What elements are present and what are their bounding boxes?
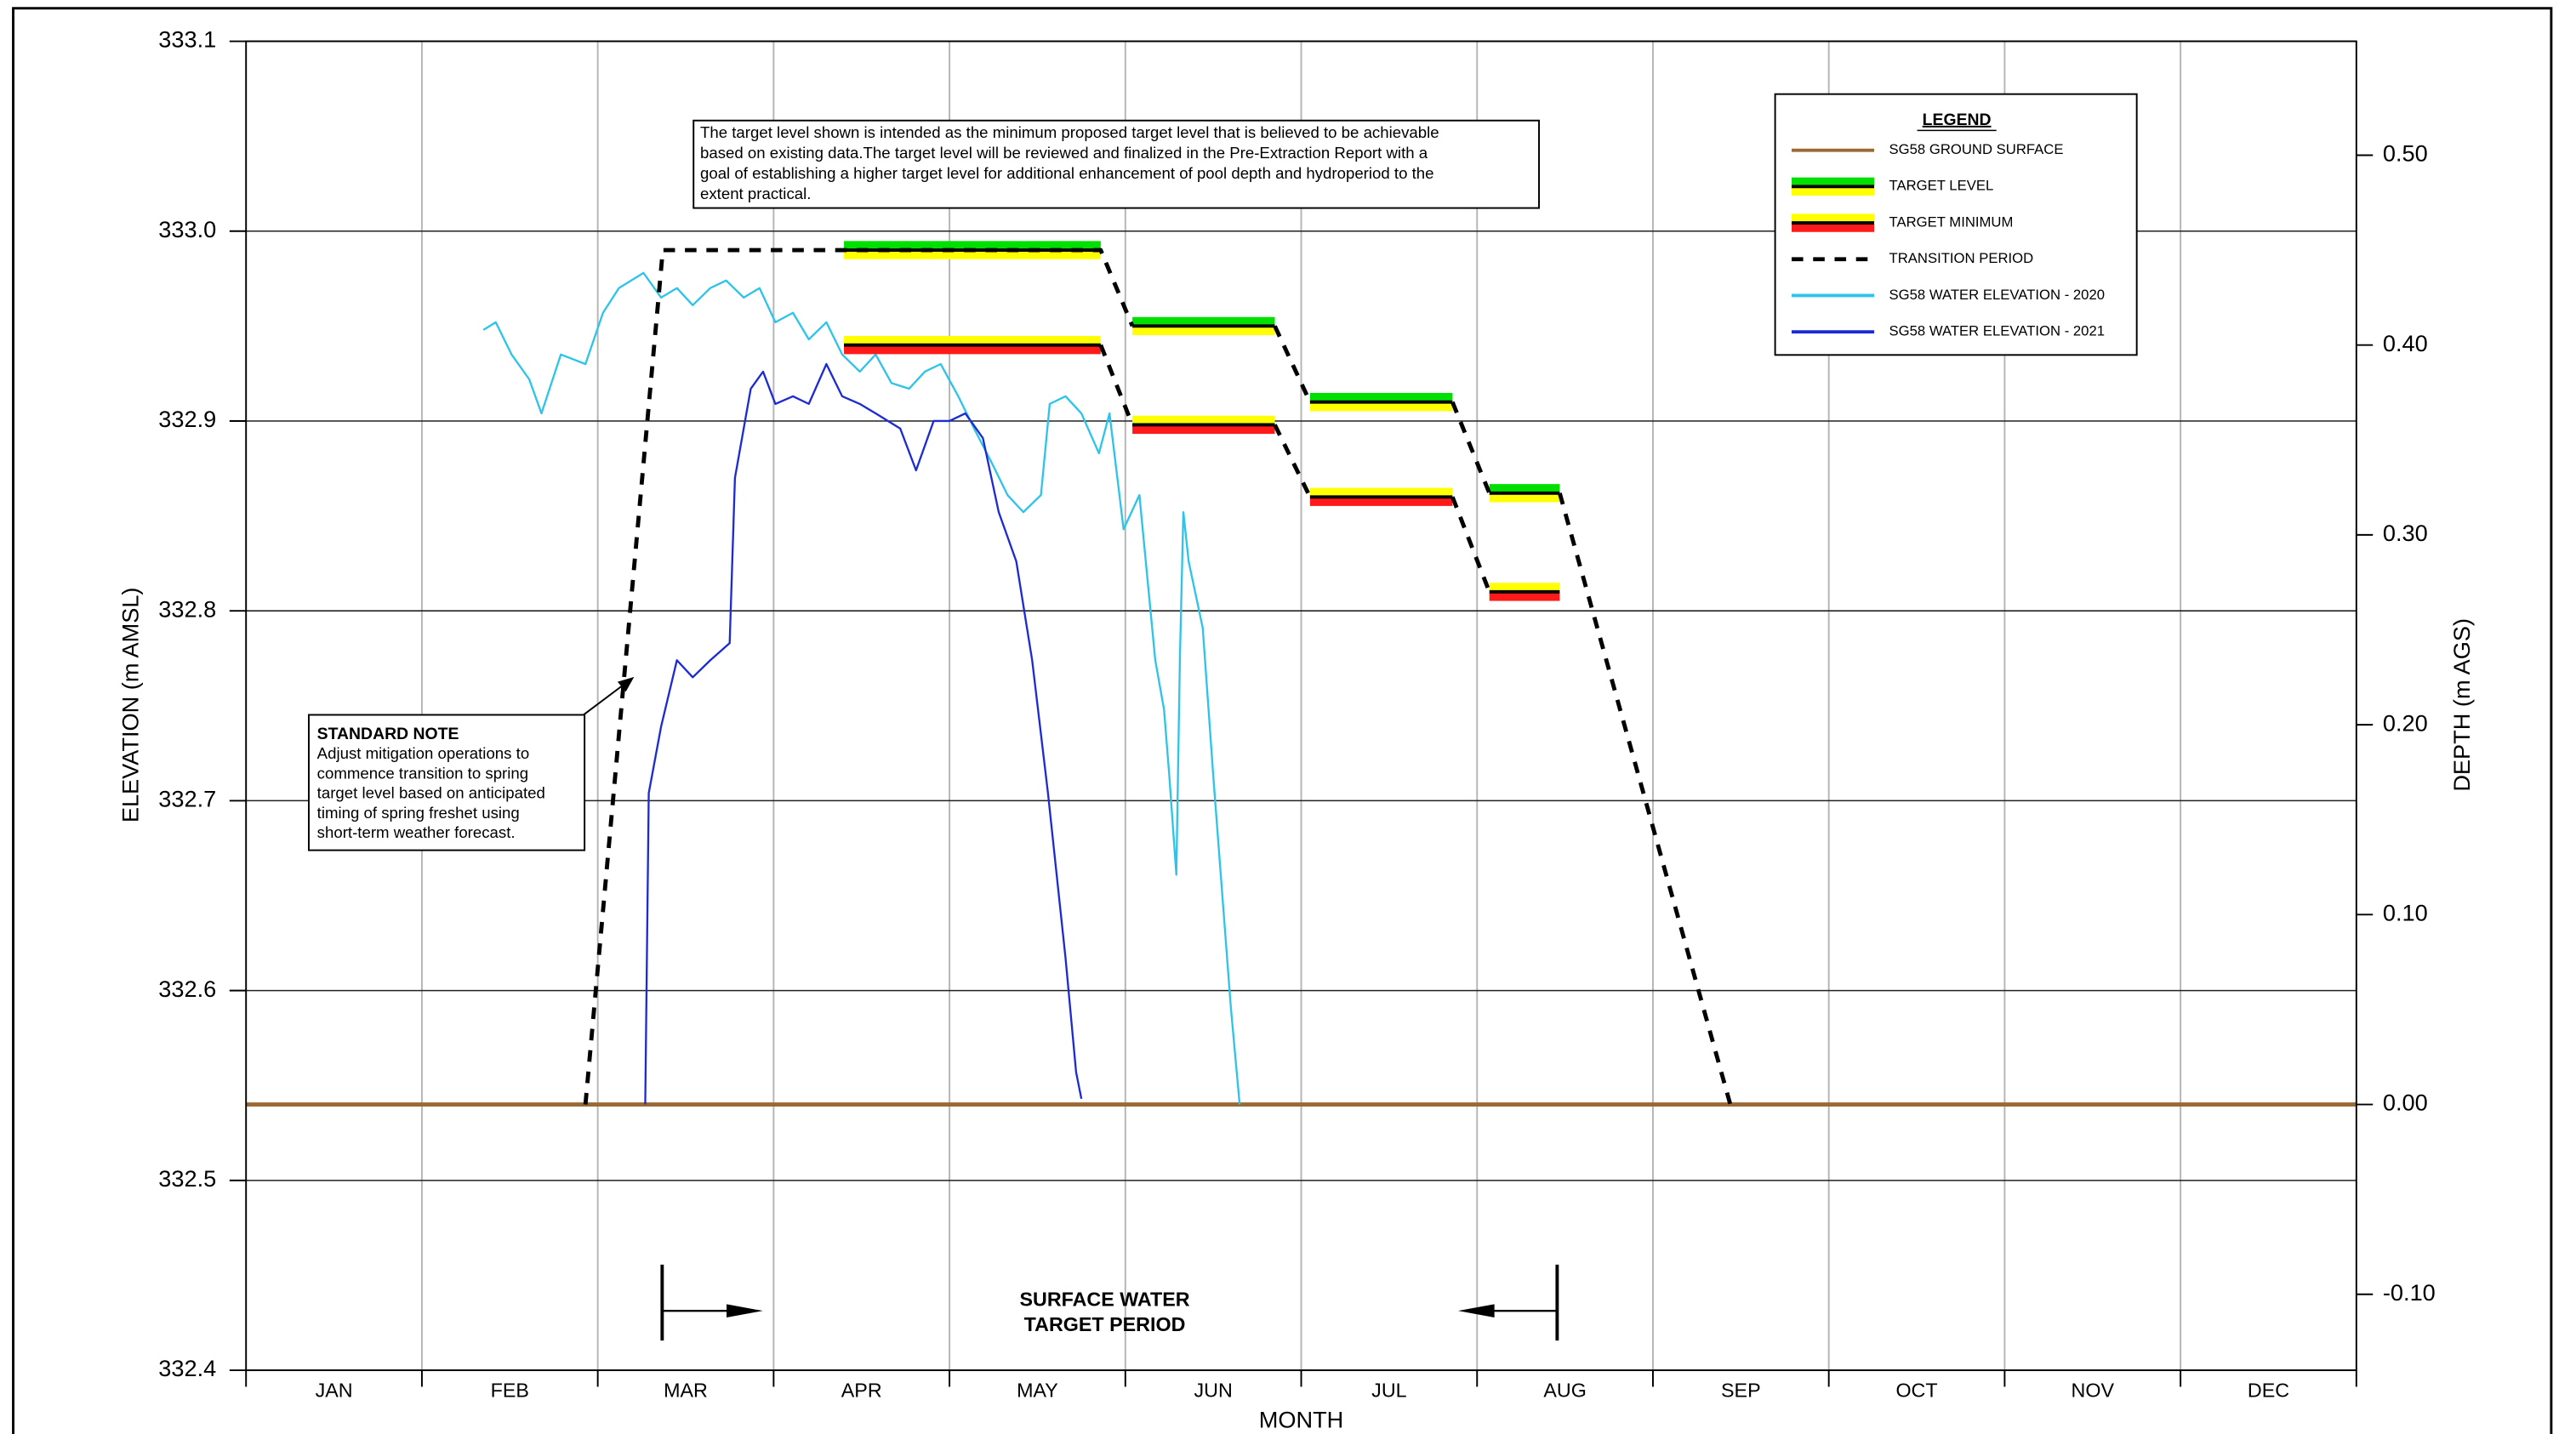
x-tick-label: DEC [2248,1379,2289,1401]
y2-tick-label: 0.40 [2383,330,2428,356]
standard-note-line: Adjust mitigation operations to [317,744,530,762]
y2-tick-label: 0.00 [2383,1090,2428,1116]
legend-label: TARGET MINIMUM [1889,213,2014,230]
note-line: extent practical. [700,185,811,202]
y2-tick-label: 0.20 [2383,709,2428,736]
x-tick-label: JUL [1371,1379,1406,1401]
target-band-bottom [844,345,1560,601]
y2-tick-label: 0.30 [2383,520,2428,546]
y-axis-label: ELEVATION (m AMSL) [117,588,143,823]
series-line [583,248,1733,1106]
y-tick-label: 332.6 [158,976,216,1002]
standard-note-line: short-term weather forecast. [317,823,516,841]
x-tick-label: JAN [316,1379,353,1401]
y-tick-label: 332.5 [158,1165,216,1192]
y2-tick-label: -0.10 [2383,1279,2436,1306]
legend-label: SG58 WATER ELEVATION - 2021 [1889,323,2105,339]
legend: SG58 GROUND SURFACE TARGET LEVEL TARGET MI… [1792,141,2105,339]
x-tick-label: MAR [664,1379,708,1401]
x-tick-label: FEB [491,1379,529,1401]
x-tick-label: MAY [1017,1379,1058,1401]
note-line: goal of establishing a higher target lev… [700,164,1434,182]
note: The target level shown is intended as th… [700,123,1439,202]
y-tick-label: 332.9 [158,406,216,432]
y-tick-label: 332.8 [158,595,216,622]
y2-tick-label: 0.10 [2383,900,2428,926]
y2-tick-label: 0.50 [2383,140,2428,167]
standard-note-line: commence transition to spring [317,764,528,782]
period-label: SURFACE WATER [1020,1289,1190,1311]
target-band-top [844,241,1560,492]
standard-note-box [308,714,586,851]
legend-label: TARGET LEVEL [1889,178,1994,194]
plot-border [245,40,2357,1372]
x-tick-label: SEP [1721,1379,1761,1401]
note-line: based on existing data.The target level … [700,144,1428,162]
target-line [844,343,1560,594]
standard-note: Adjust mitigation operations to commence … [317,744,545,841]
legend-title: LEGEND [1923,111,1992,129]
x-tick-label: OCT [1895,1379,1937,1401]
y2-axis-label: DEPTH (m AGS) [2448,618,2475,792]
series-line [482,271,1241,1105]
note-box [692,119,1541,209]
x-tick-label: APR [841,1379,882,1401]
arrow-head [727,1304,763,1317]
legend-label: TRANSITION PERIOD [1889,250,2034,266]
legend-label: SG58 GROUND SURFACE [1889,141,2064,157]
target-band-bottom [844,251,1560,503]
target-band-top [844,336,1560,591]
y-tick-label: 332.7 [158,786,216,812]
standard-note-line: timing of spring freshet using [317,804,520,822]
frame [12,7,2553,1434]
standard-note-line: target level based on anticipated [317,784,545,802]
legend-label: SG58 WATER ELEVATION - 2020 [1889,287,2105,303]
x-axis-label: MONTH [1259,1406,1344,1432]
x-tick-label: AUG [1543,1379,1586,1401]
y-tick-label: 332.4 [158,1355,216,1381]
y-tick-label: 333.0 [158,216,216,242]
arrow-head [1457,1304,1495,1317]
x-tick-label: JUN [1194,1379,1233,1401]
standard-note-title: STANDARD NOTE [317,725,459,743]
series-line [644,362,1083,1105]
period-label: TARGET PERIOD [1024,1313,1186,1335]
note-line: The target level shown is intended as th… [700,123,1439,141]
marks [246,241,2357,1107]
target-line [844,248,1560,495]
leader-line [580,680,629,718]
arrow-head [617,676,635,692]
y-tick-label: 333.1 [158,26,216,53]
x-tick-label: NOV [2072,1379,2115,1401]
